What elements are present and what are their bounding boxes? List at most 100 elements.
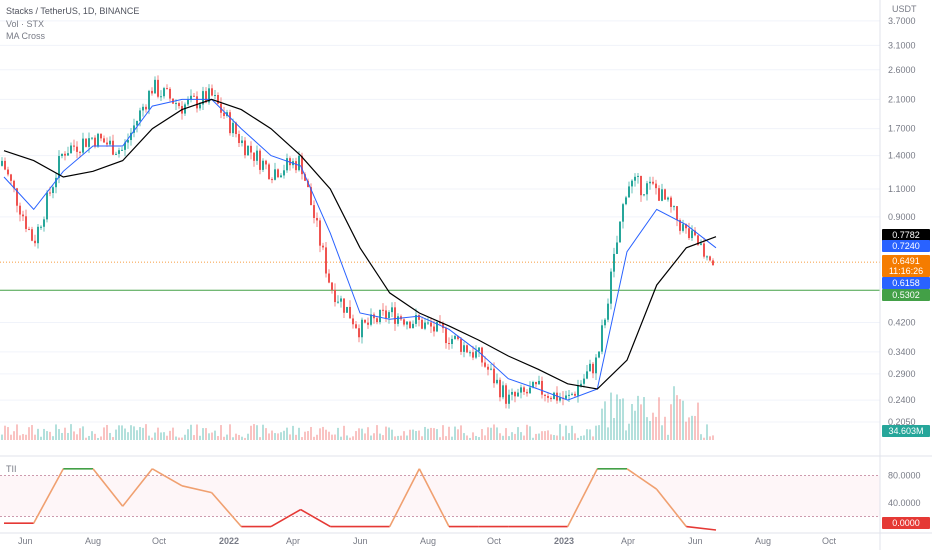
volume-bar [388, 427, 390, 440]
volume-bar [325, 429, 327, 440]
volume-bar [121, 425, 123, 440]
volume-bar [703, 437, 705, 440]
candle-body [175, 103, 177, 105]
volume-bar [598, 425, 600, 440]
volume-bar [175, 436, 177, 440]
candle-body [337, 301, 339, 303]
volume-bar [517, 427, 519, 440]
volume-legend: Vol · STX [6, 19, 45, 29]
candle-body [262, 160, 264, 170]
volume-bar [172, 427, 174, 440]
volume-bar [631, 404, 633, 440]
candle-body [529, 387, 531, 394]
candle-body [253, 152, 255, 161]
candle-body [79, 151, 81, 153]
candle-body [520, 387, 522, 393]
volume-bar [193, 435, 195, 440]
candle-body [586, 371, 588, 379]
candle-body [397, 316, 399, 324]
candle-body [19, 205, 21, 215]
candle-body [1, 160, 3, 166]
volume-bar [397, 435, 399, 440]
volume-bar [331, 434, 333, 440]
candle-body [322, 245, 324, 248]
volume-bars [1, 386, 714, 440]
candle-body [403, 319, 405, 325]
candle-body [388, 312, 390, 319]
candle-body [211, 88, 213, 96]
volume-bar [301, 437, 303, 440]
tii-segment [626, 468, 658, 490]
volume-bar [655, 416, 657, 440]
volume-bar [697, 402, 699, 440]
candle-body [454, 335, 456, 339]
volume-bar [211, 432, 213, 440]
volume-bar [133, 426, 135, 440]
volume-bar [601, 408, 603, 440]
volume-bar [532, 437, 534, 440]
tii-segment [300, 508, 331, 528]
volume-bar [535, 433, 537, 440]
price-tick-4: 1.7000 [888, 124, 916, 134]
candle-body [652, 181, 654, 184]
volume-bar [127, 432, 129, 440]
volume-bar [442, 425, 444, 440]
candle-body [493, 368, 495, 384]
volume-badge-value: 34.603M [888, 426, 923, 436]
volume-bar [589, 429, 591, 440]
tii-segment [686, 525, 717, 531]
candle-body [463, 345, 465, 352]
candle-body [82, 138, 84, 153]
volume-bar [43, 428, 45, 440]
volume-bar [196, 424, 198, 440]
volume-bar [619, 399, 621, 440]
volume-bar [472, 432, 474, 440]
candle-body [124, 142, 126, 150]
candle-body [190, 95, 192, 100]
candle-body [703, 243, 705, 257]
candle-body [304, 174, 306, 181]
candle-body [157, 79, 159, 97]
volume-bar [40, 436, 42, 440]
candle-body [37, 226, 39, 244]
candle-body [70, 145, 72, 154]
candle-body [523, 387, 525, 392]
time-tick-11: Aug [755, 536, 771, 546]
tii-segment [181, 485, 212, 494]
candle-body [277, 169, 279, 178]
volume-bar [430, 427, 432, 440]
volume-bar [625, 430, 627, 440]
candle-body [43, 219, 45, 227]
volume-bar [316, 434, 318, 440]
volume-bar [52, 436, 54, 440]
candle-body [451, 338, 453, 344]
volume-bar [502, 435, 504, 440]
volume-bar [568, 433, 570, 440]
candle-body [85, 138, 87, 147]
candle-body [682, 224, 684, 231]
volume-bar [496, 427, 498, 440]
volume-bar [436, 429, 438, 440]
volume-bar [412, 429, 414, 440]
tii-segment [32, 468, 65, 524]
candle-body [169, 88, 171, 99]
volume-bar [439, 437, 441, 440]
candle-body [136, 120, 138, 126]
volume-bar [286, 427, 288, 440]
volume-bar [607, 427, 609, 440]
tii-segment [566, 468, 599, 527]
time-tick-10: Jun [688, 536, 703, 546]
volume-bar [586, 429, 588, 440]
price-tick-5: 1.4000 [888, 151, 916, 161]
volume-bar [616, 394, 618, 440]
volume-bar [583, 435, 585, 440]
volume-bar [400, 435, 402, 440]
candle-body [697, 235, 699, 245]
time-tick-0: Jun [18, 536, 33, 546]
ma-lines [3, 98, 717, 401]
candle-body [295, 161, 297, 171]
volume-bar [469, 437, 471, 440]
volume-bar [19, 435, 21, 440]
volume-bar [76, 434, 78, 440]
